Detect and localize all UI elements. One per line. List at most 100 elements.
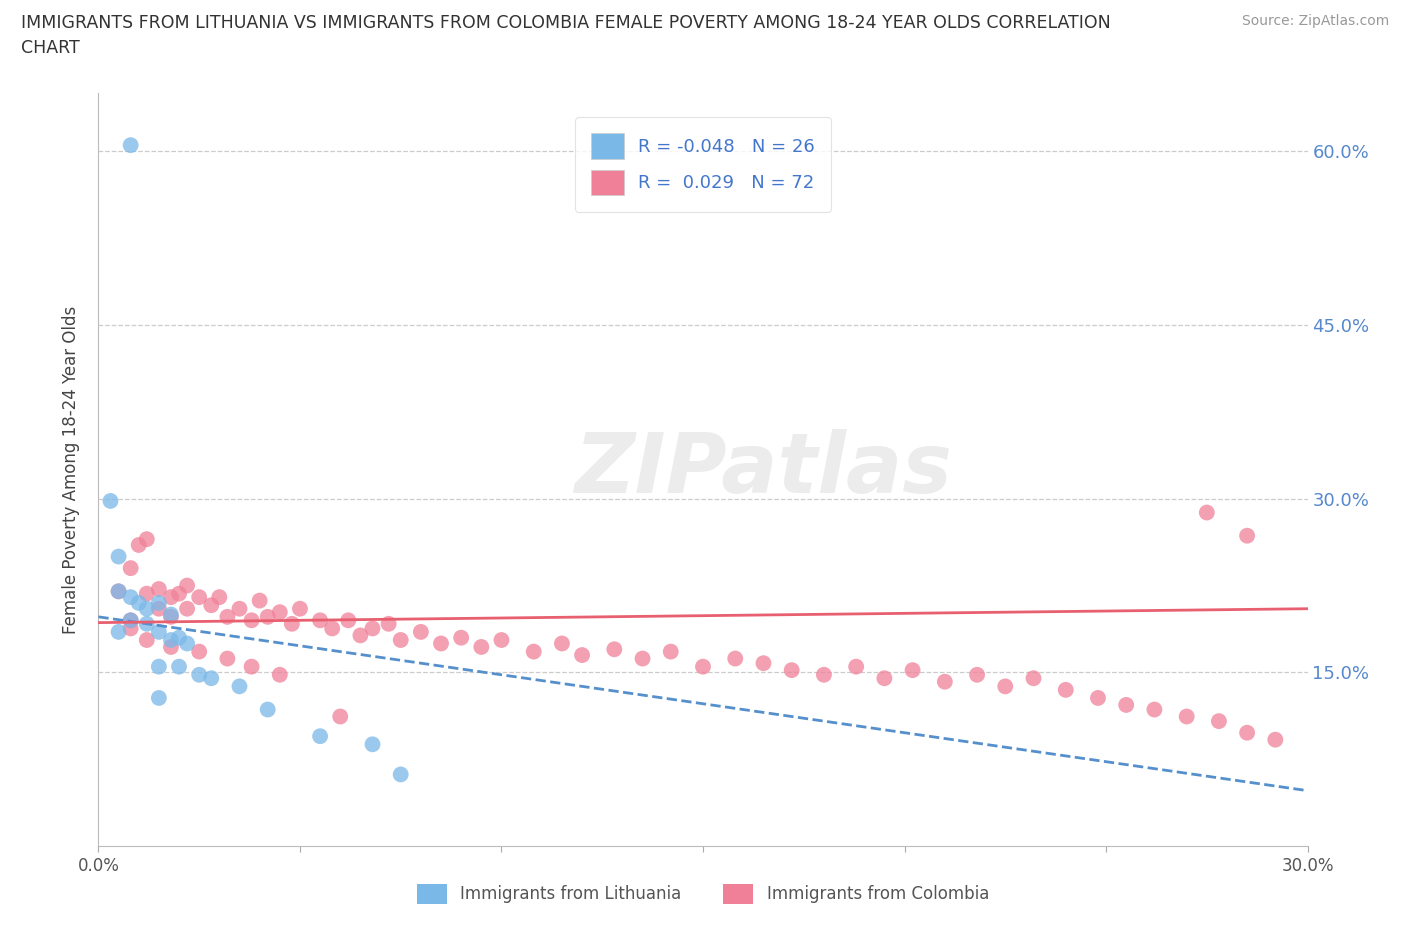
Point (188, 668, 211, 683)
Point (523, 644, 546, 659)
Point (692, 659, 714, 674)
Point (321, 621, 343, 636)
Point (281, 617, 304, 631)
Point (349, 628, 371, 643)
Point (1236, 528, 1258, 543)
Point (200, 671, 222, 685)
Point (120, 613, 142, 628)
Point (200, 598, 222, 613)
Text: Source: ZipAtlas.com: Source: ZipAtlas.com (1241, 14, 1389, 28)
Point (148, 690, 170, 705)
Point (135, 632, 157, 647)
Point (631, 651, 654, 666)
Point (329, 709, 352, 724)
Point (659, 644, 682, 659)
Point (1054, 683, 1077, 698)
Text: ZIPatlas: ZIPatlas (575, 429, 952, 511)
Point (780, 663, 803, 678)
Text: CHART: CHART (21, 39, 80, 57)
Point (724, 651, 747, 666)
Point (148, 602, 170, 617)
Point (128, 595, 150, 610)
Point (100, 494, 122, 509)
Point (1143, 702, 1166, 717)
Point (1236, 725, 1258, 740)
Point (176, 636, 198, 651)
Point (176, 602, 198, 617)
Point (167, 659, 190, 674)
Point (256, 702, 278, 717)
Point (148, 581, 170, 596)
Point (135, 602, 157, 617)
Point (934, 674, 956, 689)
Point (120, 590, 142, 604)
Point (361, 621, 384, 636)
Point (240, 659, 263, 674)
Point (901, 663, 924, 678)
Point (1087, 690, 1109, 705)
Text: IMMIGRANTS FROM LITHUANIA VS IMMIGRANTS FROM COLOMBIA FEMALE POVERTY AMONG 18-24: IMMIGRANTS FROM LITHUANIA VS IMMIGRANTS … (21, 14, 1111, 32)
Point (249, 593, 271, 608)
Point (240, 613, 263, 628)
Point (228, 679, 250, 694)
Point (309, 729, 332, 744)
Point (1195, 505, 1218, 520)
Point (269, 604, 291, 619)
Point (470, 640, 492, 655)
Point (337, 613, 360, 628)
Point (148, 624, 170, 639)
Point (188, 644, 211, 659)
Point (160, 632, 183, 647)
Point (813, 668, 835, 683)
Legend: R = -0.048   N = 26, R =  0.029   N = 72: R = -0.048 N = 26, R = 0.029 N = 72 (575, 117, 831, 211)
Point (135, 532, 157, 547)
Point (167, 631, 190, 645)
Point (228, 602, 250, 617)
Point (217, 609, 239, 624)
Point (450, 631, 472, 645)
Legend: Immigrants from Lithuania, Immigrants from Colombia: Immigrants from Lithuania, Immigrants fr… (411, 877, 995, 910)
Point (269, 668, 291, 683)
Point (160, 607, 183, 622)
Point (120, 621, 142, 636)
Point (994, 679, 1017, 694)
Point (160, 609, 183, 624)
Point (309, 613, 332, 628)
Point (361, 737, 384, 751)
Point (128, 538, 150, 552)
Point (208, 590, 231, 604)
Y-axis label: Female Poverty Among 18-24 Year Olds: Female Poverty Among 18-24 Year Olds (62, 306, 80, 633)
Point (188, 590, 211, 604)
Point (1208, 713, 1230, 728)
Point (551, 636, 574, 651)
Point (135, 586, 157, 601)
Point (167, 586, 190, 601)
Point (571, 647, 593, 662)
Point (160, 640, 183, 655)
Point (135, 617, 157, 631)
Point (873, 671, 896, 685)
Point (389, 767, 412, 782)
Point (160, 590, 183, 604)
Point (377, 617, 399, 631)
Point (430, 636, 453, 651)
Point (120, 138, 142, 153)
Point (1022, 671, 1045, 685)
Point (107, 584, 129, 599)
Point (120, 561, 142, 576)
Point (491, 632, 513, 647)
Point (217, 651, 239, 666)
Point (107, 584, 129, 599)
Point (107, 549, 129, 564)
Point (966, 668, 988, 683)
Point (176, 578, 198, 593)
Point (148, 595, 170, 610)
Point (752, 656, 775, 671)
Point (148, 659, 170, 674)
Point (256, 609, 278, 624)
Point (288, 602, 311, 617)
Point (1264, 732, 1286, 747)
Point (603, 642, 626, 657)
Point (107, 624, 129, 639)
Point (845, 659, 868, 674)
